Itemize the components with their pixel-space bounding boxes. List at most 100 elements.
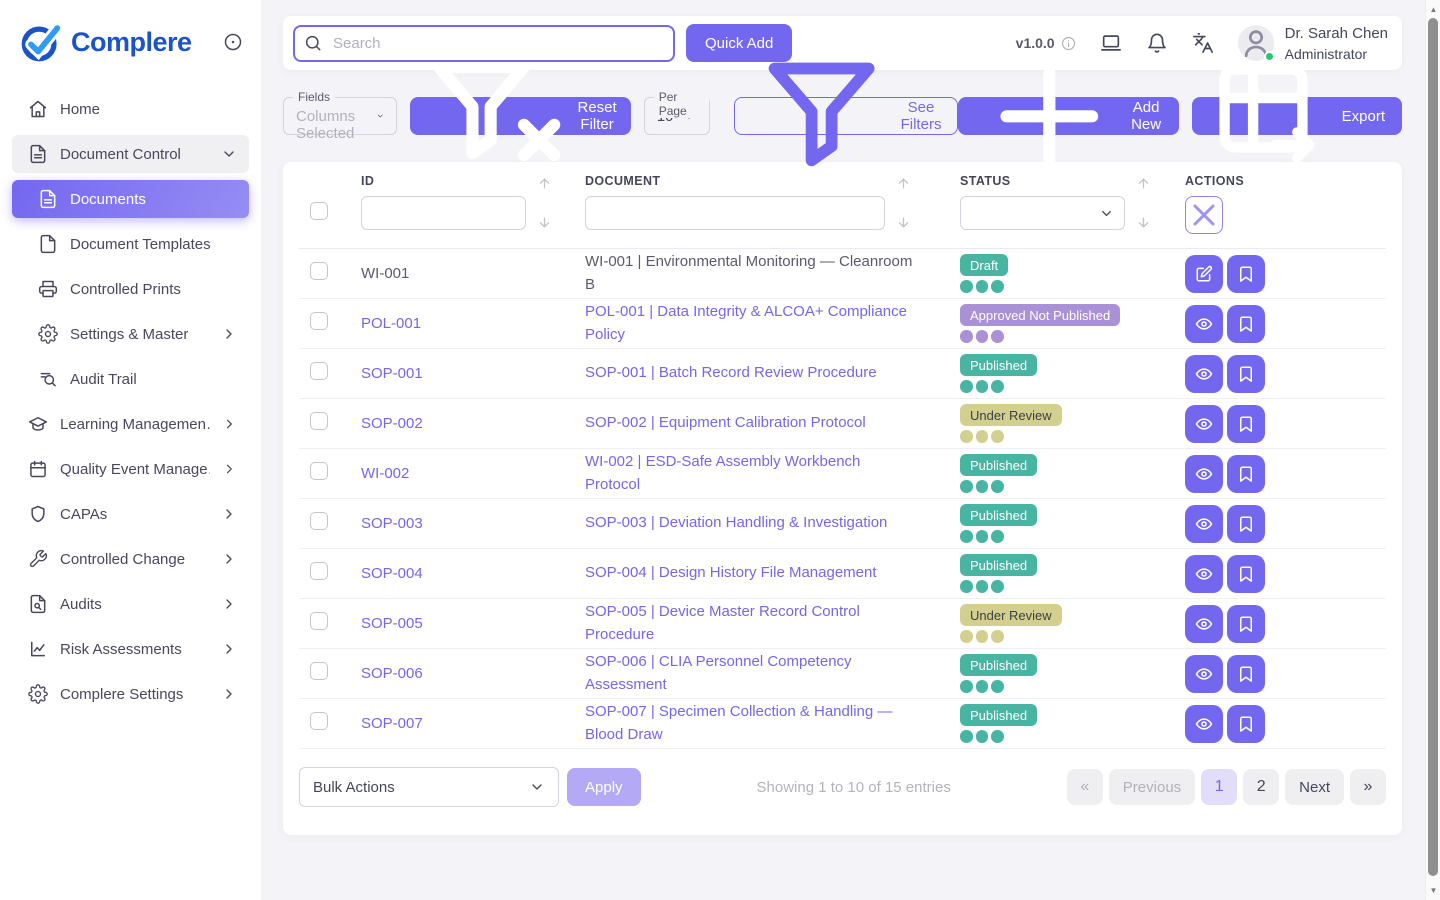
- sidebar-item-audits[interactable]: Audits: [12, 585, 249, 623]
- bulk-actions-select[interactable]: Bulk Actions: [299, 767, 559, 807]
- row-checkbox[interactable]: [310, 612, 328, 630]
- edit-button[interactable]: [1185, 254, 1223, 293]
- scrollbar-up-arrow[interactable]: ▲: [1429, 5, 1438, 14]
- sort-desc-icon[interactable]: [896, 215, 911, 230]
- apply-button[interactable]: Apply: [567, 768, 641, 806]
- sidebar-item-capas[interactable]: CAPAs: [12, 495, 249, 533]
- row-document-title[interactable]: WI-002 | ESD-Safe Assembly Workbench Pro…: [585, 453, 861, 493]
- view-button[interactable]: [1185, 404, 1223, 443]
- row-checkbox[interactable]: [310, 312, 328, 330]
- row-id[interactable]: WI-001: [361, 265, 410, 282]
- status-filter-select[interactable]: [960, 196, 1125, 230]
- bookmark-button[interactable]: [1227, 654, 1265, 693]
- sidebar-item-controlled-change[interactable]: Controlled Change: [12, 540, 249, 578]
- row-checkbox[interactable]: [310, 562, 328, 580]
- row-checkbox[interactable]: [310, 512, 328, 530]
- fields-select[interactable]: Fields 4 Columns Selected: [283, 90, 398, 142]
- row-id[interactable]: SOP-006: [361, 665, 423, 682]
- reset-filter-button[interactable]: Reset Filter: [410, 61, 631, 162]
- pagination-page-2[interactable]: 2: [1243, 769, 1280, 805]
- info-icon[interactable]: [1061, 36, 1076, 51]
- sidebar-item-risk-assessments[interactable]: Risk Assessments: [12, 630, 249, 668]
- clear-filters-button[interactable]: [1185, 196, 1223, 234]
- browser-scrollbar[interactable]: ▲ ▼: [1425, 0, 1440, 900]
- sidebar-item-home[interactable]: Home: [12, 90, 249, 128]
- row-document-title[interactable]: SOP-007 | Specimen Collection & Handling…: [585, 703, 893, 743]
- row-document-title[interactable]: SOP-004 | Design History File Management: [585, 564, 877, 582]
- bookmark-button[interactable]: [1227, 604, 1265, 643]
- add-new-button[interactable]: Add New: [958, 67, 1180, 165]
- pagination-first[interactable]: «: [1066, 769, 1103, 805]
- view-button[interactable]: [1185, 554, 1223, 593]
- bookmark-button[interactable]: [1227, 354, 1265, 393]
- id-filter-input[interactable]: [361, 196, 526, 230]
- row-checkbox[interactable]: [310, 712, 328, 730]
- row-document-title[interactable]: SOP-002 | Equipment Calibration Protocol: [585, 414, 866, 432]
- bookmark-button[interactable]: [1227, 254, 1265, 293]
- row-checkbox[interactable]: [310, 462, 328, 480]
- bookmark-button[interactable]: [1227, 554, 1265, 593]
- sidebar-item-document-templates[interactable]: Document Templates: [12, 225, 249, 263]
- sort-asc-icon[interactable]: [896, 176, 911, 191]
- sidebar-item-settings-master[interactable]: Settings & Master: [12, 315, 249, 353]
- view-button[interactable]: [1185, 704, 1223, 743]
- sort-asc-icon[interactable]: [537, 176, 552, 191]
- row-checkbox[interactable]: [310, 662, 328, 680]
- row-document-title[interactable]: SOP-003 | Deviation Handling & Investiga…: [585, 514, 888, 532]
- pagination-page-1[interactable]: 1: [1201, 769, 1238, 805]
- document-sort[interactable]: [896, 174, 911, 230]
- avatar[interactable]: [1237, 25, 1275, 62]
- view-button[interactable]: [1185, 304, 1223, 343]
- sidebar-item-documents[interactable]: Documents: [12, 180, 249, 218]
- bookmark-button[interactable]: [1227, 504, 1265, 543]
- row-document-title[interactable]: SOP-006 | CLIA Personnel Competency Asse…: [585, 653, 852, 693]
- user-block[interactable]: Dr. Sarah Chen Administrator: [1237, 23, 1388, 63]
- row-checkbox[interactable]: [310, 362, 328, 380]
- row-checkbox[interactable]: [310, 262, 328, 280]
- sort-asc-icon[interactable]: [1136, 176, 1151, 191]
- view-button[interactable]: [1185, 504, 1223, 543]
- see-filters-button[interactable]: See Filters: [734, 63, 959, 167]
- translate-icon[interactable]: [1192, 32, 1214, 54]
- row-id[interactable]: SOP-005: [361, 615, 423, 632]
- row-id[interactable]: WI-002: [361, 465, 410, 482]
- id-sort[interactable]: [537, 174, 552, 230]
- row-document-title[interactable]: SOP-005 | Device Master Record Control P…: [585, 603, 860, 643]
- laptop-icon[interactable]: [1100, 32, 1122, 54]
- per-page-select[interactable]: Per Page 10: [643, 90, 711, 135]
- row-id[interactable]: SOP-001: [361, 365, 423, 382]
- view-button[interactable]: [1185, 354, 1223, 393]
- row-id[interactable]: SOP-002: [361, 415, 423, 432]
- sidebar-collapse-toggle[interactable]: [223, 32, 243, 52]
- pagination-last[interactable]: »: [1350, 769, 1386, 805]
- sidebar-item-audit-trail[interactable]: Audit Trail: [12, 360, 249, 398]
- bookmark-button[interactable]: [1227, 404, 1265, 443]
- select-all-checkbox[interactable]: [310, 202, 328, 220]
- view-button[interactable]: [1185, 454, 1223, 493]
- sidebar-item-controlled-prints[interactable]: Controlled Prints: [12, 270, 249, 308]
- sidebar-item-complere-settings[interactable]: Complere Settings: [12, 675, 249, 713]
- row-id[interactable]: SOP-007: [361, 715, 423, 732]
- bookmark-button[interactable]: [1227, 454, 1265, 493]
- pagination-next[interactable]: Next: [1285, 769, 1344, 805]
- search-input[interactable]: [293, 24, 675, 62]
- row-document-title[interactable]: WI-001 | Environmental Monitoring — Clea…: [585, 253, 913, 293]
- row-document-title[interactable]: SOP-001 | Batch Record Review Procedure: [585, 364, 877, 382]
- bell-icon[interactable]: [1146, 32, 1168, 54]
- bookmark-button[interactable]: [1227, 704, 1265, 743]
- scrollbar-thumb[interactable]: [1428, 18, 1438, 876]
- sort-desc-icon[interactable]: [1136, 215, 1151, 230]
- sort-desc-icon[interactable]: [537, 215, 552, 230]
- row-id[interactable]: SOP-003: [361, 515, 423, 532]
- sidebar-item-quality-event-manage[interactable]: Quality Event Manage…: [12, 450, 249, 488]
- bookmark-button[interactable]: [1227, 304, 1265, 343]
- view-button[interactable]: [1185, 654, 1223, 693]
- scrollbar-down-arrow[interactable]: ▼: [1429, 886, 1438, 895]
- export-button[interactable]: Export: [1192, 64, 1402, 163]
- sidebar-item-learning-managemen[interactable]: Learning Managemen…: [12, 405, 249, 443]
- quick-add-button[interactable]: Quick Add: [686, 24, 793, 62]
- row-document-title[interactable]: POL-001 | Data Integrity & ALCOA+ Compli…: [585, 303, 907, 343]
- status-sort[interactable]: [1136, 174, 1151, 230]
- pagination-previous[interactable]: Previous: [1108, 769, 1196, 805]
- row-checkbox[interactable]: [310, 412, 328, 430]
